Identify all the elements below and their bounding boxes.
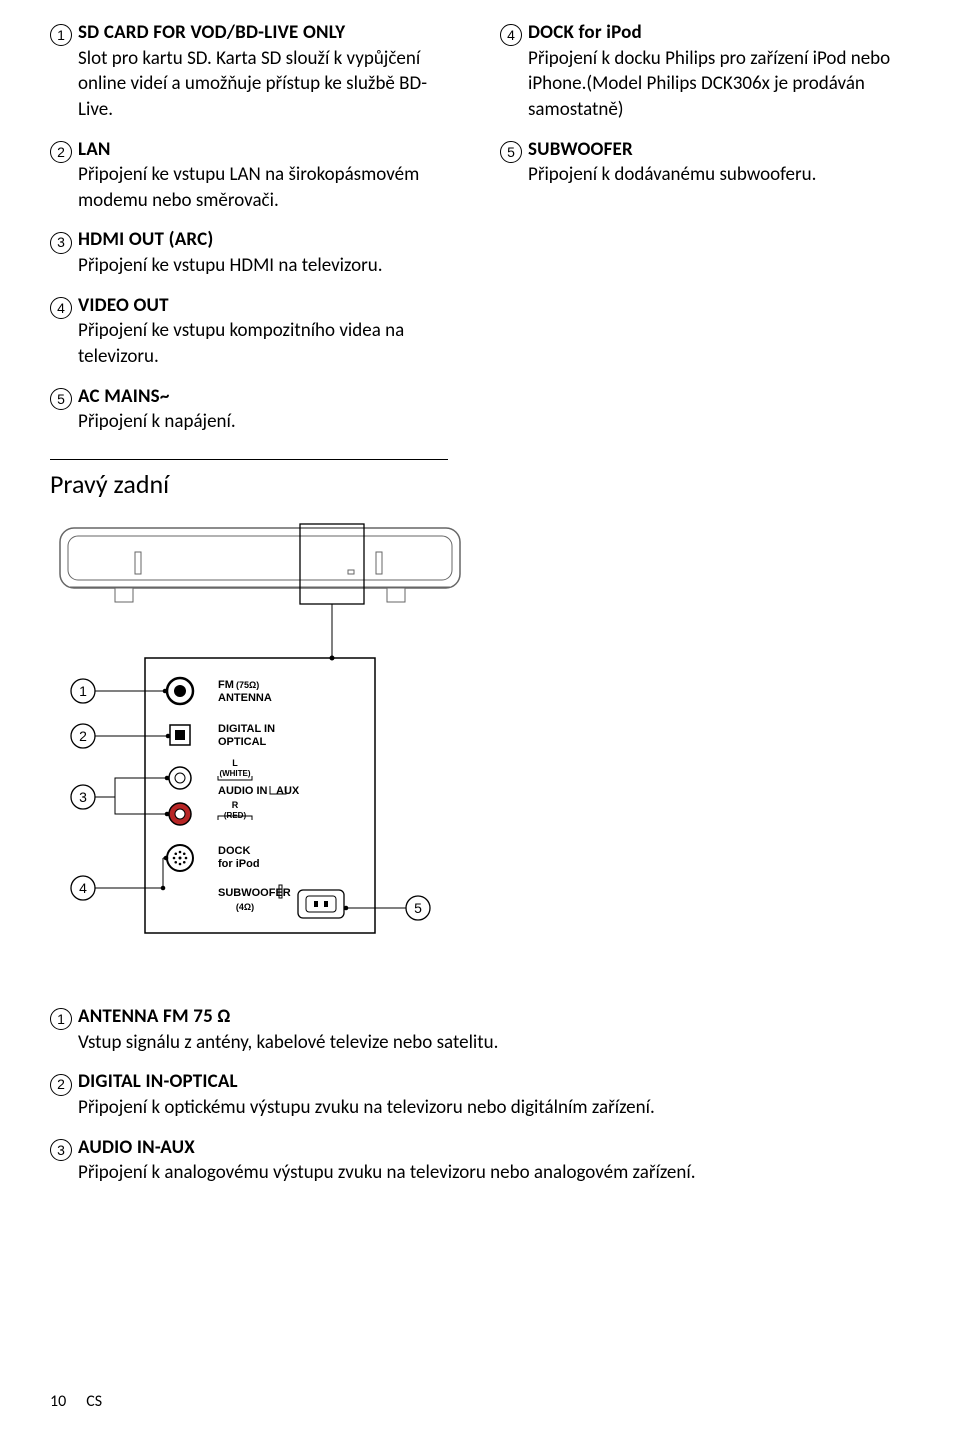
rear-panel-diagram: 1 2 3 4 5 FM(75Ω) ANTENNA DIGITAL INOPTICAL L(WH… [50,518,490,958]
item-description: Připojení k analogovému výstupu zvuku na… [78,1160,910,1186]
svg-text:R: R [232,800,239,810]
svg-text:2: 2 [79,728,87,744]
top-columns: 1 SD CARD FOR VOD/BD-LIVE ONLYSlot pro ka… [50,20,910,449]
list-item: 3 AUDIO IN-AUXPřipojení k analogovému výs… [50,1135,910,1186]
item-number: 2 [50,1071,78,1095]
list-item: 3 HDMI OUT (ARC)Připojení ke vstupu HDMI … [50,227,460,278]
item-heading: VIDEO OUT [78,293,460,319]
item-text: ANTENNA FM 75 ΩVstup signálu z antény, k… [78,1004,910,1055]
item-heading: HDMI OUT (ARC) [78,227,460,253]
item-description: Slot pro kartu SD. Karta SD slouží k vyp… [78,46,460,123]
item-number: 3 [50,229,78,253]
section-title: Pravý zadní [50,468,910,500]
number-circle: 1 [50,1008,72,1030]
item-description: Připojení k optickému výstupu zvuku na t… [78,1095,910,1121]
item-description: Připojení ke vstupu HDMI na televizoru. [78,253,460,279]
item-heading: ANTENNA FM 75 Ω [78,1004,910,1030]
item-heading: DIGITAL IN-OPTICAL [78,1069,910,1095]
svg-text:for iPod: for iPod [218,858,260,870]
item-number: 1 [50,22,78,46]
svg-text:1: 1 [79,683,87,699]
number-circle: 5 [50,388,72,410]
item-text: VIDEO OUTPřipojení ke vstupu kompozitníh… [78,293,460,370]
svg-text:4: 4 [79,880,87,896]
svg-text:(4Ω): (4Ω) [236,902,254,912]
number-circle: 2 [50,141,72,163]
item-description: Připojení k napájení. [78,409,460,435]
item-description: Připojení ke vstupu LAN na širokopásmové… [78,162,460,213]
list-item: 5 AC MAINS~Připojení k napájení. [50,384,460,435]
svg-text:AUDIO IN: AUDIO IN [218,785,268,797]
right-column: 4 DOCK for iPodPřipojení k docku Philips … [500,20,910,449]
svg-text:5: 5 [414,900,422,916]
item-number: 2 [50,139,78,163]
section-divider [50,459,448,460]
list-item: 4 VIDEO OUTPřipojení ke vstupu kompozitní… [50,293,460,370]
svg-text:(75Ω): (75Ω) [236,680,259,690]
item-text: SD CARD FOR VOD/BD-LIVE ONLYSlot pro kar… [78,20,460,123]
list-item: 4 DOCK for iPodPřipojení k docku Philips … [500,20,910,123]
svg-text:AUX: AUX [276,785,300,797]
number-circle: 2 [50,1074,72,1096]
item-text: HDMI OUT (ARC)Připojení ke vstupu HDMI n… [78,227,460,278]
left-column: 1 SD CARD FOR VOD/BD-LIVE ONLYSlot pro ka… [50,20,460,449]
item-text: SUBWOOFERPřipojení k dodávanému subwoofe… [528,137,910,188]
number-circle: 4 [500,24,522,46]
item-heading: AUDIO IN-AUX [78,1135,910,1161]
svg-text:FM: FM [218,679,234,691]
svg-text:SUBWOOFER: SUBWOOFER [218,887,291,899]
number-circle: 1 [50,24,72,46]
item-number: 5 [500,139,528,163]
svg-text:DIGITAL IN: DIGITAL IN [218,723,275,735]
item-text: AUDIO IN-AUXPřipojení k analogovému výst… [78,1135,910,1186]
item-text: AC MAINS~Připojení k napájení. [78,384,460,435]
list-item: 5 SUBWOOFERPřipojení k dodávanému subwoof… [500,137,910,188]
svg-text:L: L [232,758,238,768]
list-item: 1 SD CARD FOR VOD/BD-LIVE ONLYSlot pro ka… [50,20,460,123]
svg-text:OPTICAL: OPTICAL [218,736,267,748]
number-circle: 3 [50,1139,72,1161]
list-item: 2 LANPřipojení ke vstupu LAN na širokopás… [50,137,460,214]
svg-text:(WHITE): (WHITE) [219,769,250,778]
diagram-container: 1 2 3 4 5 FM(75Ω) ANTENNA DIGITAL INOPTICAL L(WH… [50,518,910,964]
item-number: 3 [50,1137,78,1161]
number-circle: 5 [500,141,522,163]
item-text: LANPřipojení ke vstupu LAN na širokopásm… [78,137,460,214]
item-number: 4 [500,22,528,46]
item-description: Připojení k dodávanému subwooferu. [528,162,910,188]
svg-text:DOCK: DOCK [218,845,250,857]
svg-text:3: 3 [79,789,87,805]
item-heading: SD CARD FOR VOD/BD-LIVE ONLY [78,20,460,46]
svg-text:ANTENNA: ANTENNA [218,692,272,704]
item-heading: LAN [78,137,460,163]
page-number: 10 [50,1392,66,1411]
item-heading: AC MAINS~ [78,384,460,410]
item-text: DIGITAL IN-OPTICALPřipojení k optickému … [78,1069,910,1120]
item-heading: DOCK for iPod [528,20,910,46]
item-text: DOCK for iPodPřipojení k docku Philips p… [528,20,910,123]
list-item: 1 ANTENNA FM 75 ΩVstup signálu z antény, … [50,1004,910,1055]
item-description: Vstup signálu z antény, kabelové televiz… [78,1030,910,1056]
item-heading: SUBWOOFER [528,137,910,163]
item-number: 4 [50,295,78,319]
language-code: CS [86,1392,102,1411]
bottom-list: 1 ANTENNA FM 75 ΩVstup signálu z antény, … [50,1004,910,1186]
list-item: 2 DIGITAL IN-OPTICALPřipojení k optickému… [50,1069,910,1120]
number-circle: 4 [50,297,72,319]
number-circle: 3 [50,232,72,254]
page-footer: 10 CS [50,1392,102,1411]
item-number: 1 [50,1006,78,1030]
item-number: 5 [50,386,78,410]
item-description: Připojení ke vstupu kompozitního videa n… [78,318,460,369]
item-description: Připojení k docku Philips pro zařízení i… [528,46,910,123]
